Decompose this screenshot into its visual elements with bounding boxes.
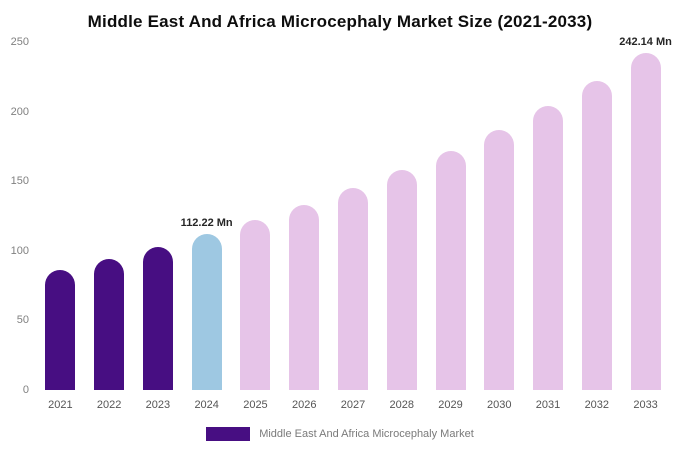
bar <box>142 246 173 390</box>
legend-swatch <box>206 427 251 441</box>
x-axis-label: 2025 <box>243 399 268 411</box>
y-tick-label: 50 <box>16 314 29 327</box>
bar <box>240 220 271 390</box>
bar <box>484 129 515 390</box>
legend-label: Middle East And Africa Microcephaly Mark… <box>259 428 474 440</box>
bar-column <box>85 42 134 390</box>
bar <box>289 204 320 390</box>
bar-column <box>36 42 85 390</box>
x-axis-label: 2032 <box>584 399 610 411</box>
x-axis-label: 2030 <box>487 399 512 411</box>
x-axis-label: 2029 <box>438 399 463 411</box>
bar-column <box>134 42 183 390</box>
bar <box>581 80 612 390</box>
bar <box>94 259 125 390</box>
bar-column: 242.14 Mn <box>619 36 672 390</box>
x-axis: 2021 2022 2023 2024 2025 2026 2027 2028 2029 2030… <box>6 399 674 411</box>
bar-column <box>524 42 573 390</box>
x-axis-label: 2026 <box>291 399 317 411</box>
x-axis-label: 2023 <box>145 399 171 411</box>
x-axis-label: 2028 <box>389 399 414 411</box>
bar-column <box>377 42 426 390</box>
legend: Middle East And Africa Microcephaly Mark… <box>6 427 674 441</box>
bar <box>435 150 466 390</box>
bar-column <box>231 42 280 390</box>
x-axis-label: 2031 <box>535 399 561 411</box>
chart-title: Middle East And Africa Microcephaly Mark… <box>87 12 593 31</box>
bar-column <box>280 42 329 390</box>
bar-chart: 0 50 100 150 200 250 112.22 Mn 242.14 Mn <box>6 36 674 396</box>
data-label: 242.14 Mn <box>619 35 672 48</box>
bar <box>533 106 564 390</box>
bar-column <box>572 42 621 390</box>
bar-column <box>329 42 378 390</box>
bar <box>630 52 661 390</box>
y-tick-label: 250 <box>10 36 29 48</box>
data-label: 112.22 Mn <box>180 216 233 229</box>
y-tick-label: 0 <box>22 384 29 396</box>
y-tick-label: 150 <box>10 175 29 188</box>
bar <box>45 270 76 390</box>
bar <box>191 233 222 390</box>
x-axis-label: 2021 <box>48 399 73 411</box>
y-tick-label: 100 <box>10 244 29 257</box>
bar-column <box>426 42 475 390</box>
bar <box>386 170 417 390</box>
y-tick-label: 200 <box>10 105 29 118</box>
x-axis-label: 2024 <box>194 399 219 411</box>
x-axis-label: 2027 <box>340 399 366 411</box>
x-axis-label: 2033 <box>633 399 658 411</box>
bar-column: 112.22 Mn <box>180 42 233 390</box>
bar-column <box>475 42 524 390</box>
x-axis-label: 2022 <box>96 399 122 411</box>
y-axis: 0 50 100 150 200 250 <box>6 36 36 396</box>
bar <box>337 188 368 390</box>
plot-area: 112.22 Mn 242.14 Mn <box>36 36 672 390</box>
